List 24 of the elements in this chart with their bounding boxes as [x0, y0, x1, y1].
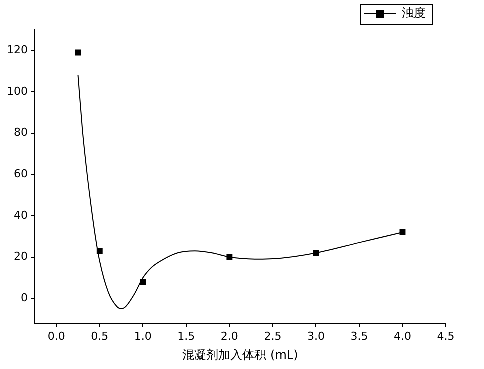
- y-tick-label: 20: [14, 250, 28, 264]
- x-axis-title: 混凝剂加入体积 (mL): [182, 348, 298, 362]
- legend-label: 浊度: [402, 6, 426, 20]
- x-tick-label: 2.5: [264, 330, 282, 343]
- point: [226, 254, 233, 260]
- point: [400, 230, 406, 236]
- point: [96, 248, 103, 254]
- y-tick-label: 100: [6, 84, 28, 98]
- x-tick-label: 1.5: [178, 330, 196, 343]
- y-tick-label: 40: [14, 208, 28, 222]
- x-tick-label: 3.5: [350, 330, 368, 343]
- x-tick-label: 4.5: [437, 330, 455, 343]
- y-tick-label: 120: [6, 44, 28, 57]
- x-tick-label: 2.0: [220, 330, 238, 343]
- y-tick-label: 0: [20, 291, 28, 304]
- x-tick-label: 3.0: [307, 330, 325, 343]
- x-tick-label: 4.0: [394, 330, 412, 343]
- x-tick-label: 0.5: [91, 330, 109, 343]
- y-tick-label: 60: [14, 167, 28, 180]
- point: [313, 250, 320, 256]
- point: [140, 279, 146, 286]
- x-tick-label: 0.0: [48, 330, 66, 343]
- y-tick-label: 80: [14, 126, 28, 140]
- x-tick-label: 1.0: [134, 330, 152, 343]
